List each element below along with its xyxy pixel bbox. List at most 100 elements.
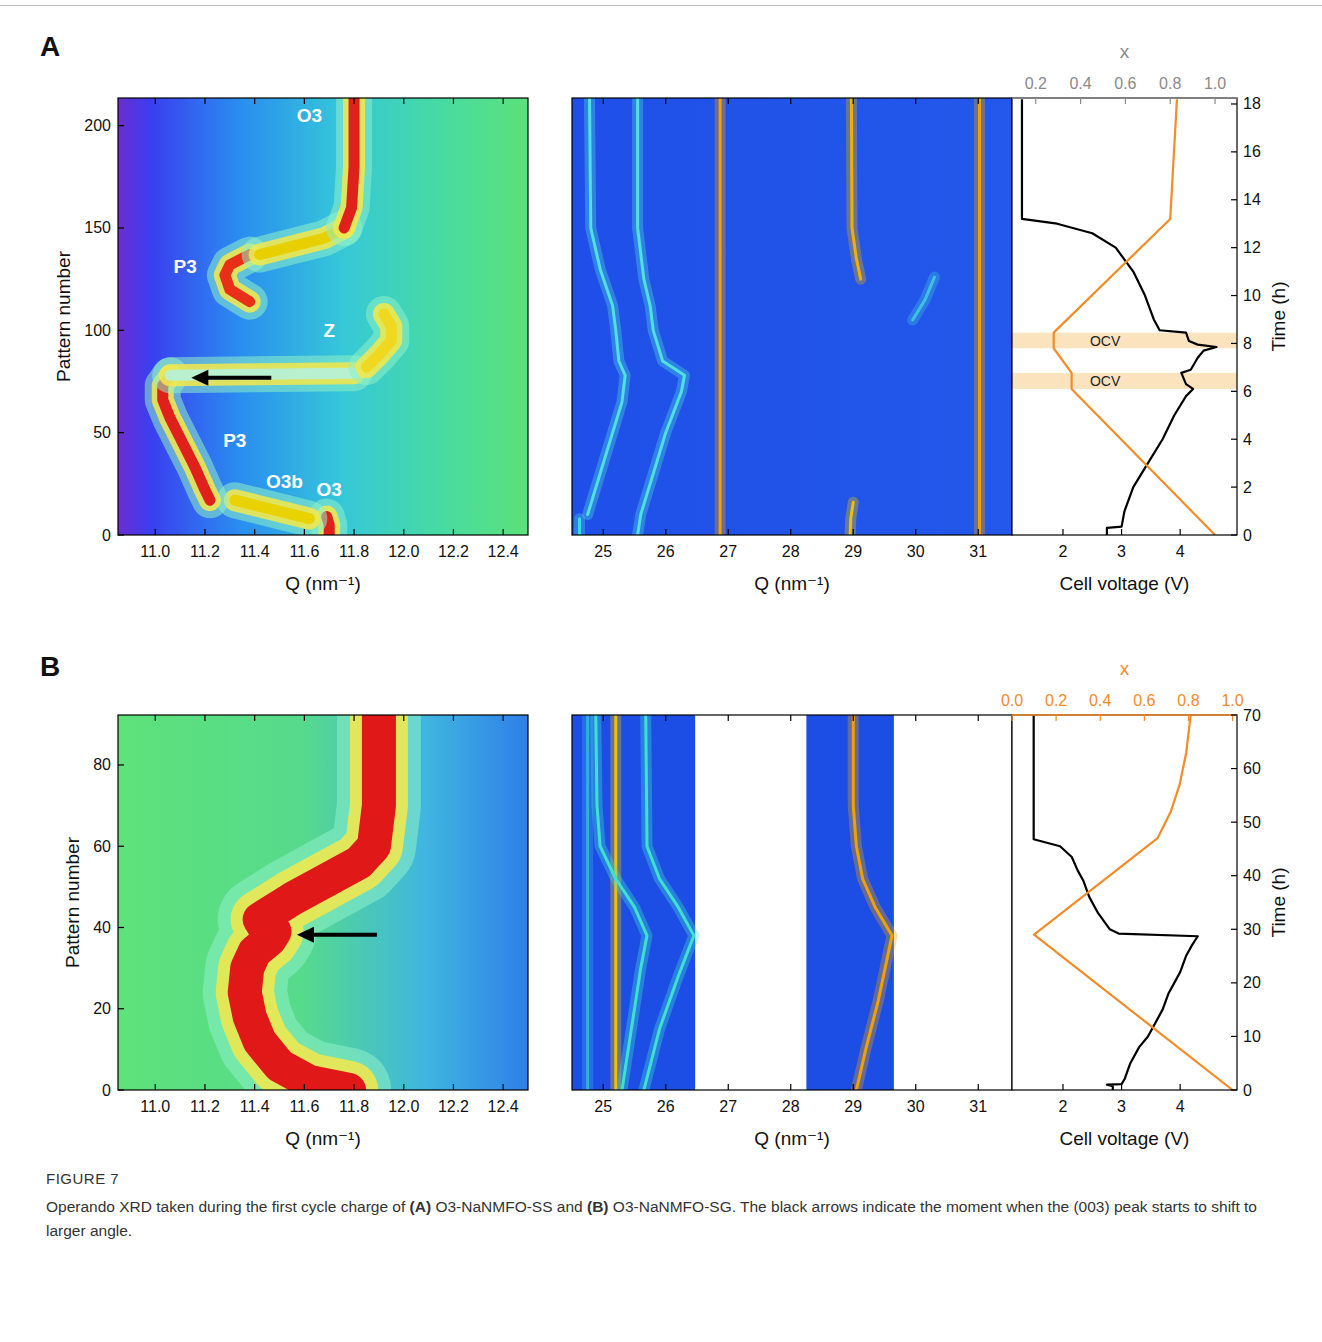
x-tick [453,1084,454,1090]
x-tick-label: 11.8 [339,543,369,560]
peak-glow [851,98,860,279]
caption-label: FIGURE 7 [46,1170,1282,1187]
y-tick [1231,199,1237,200]
phase-label: O3 [297,105,322,126]
x-tick-top [304,98,305,104]
x-tick [155,529,156,535]
caption-text: Operando XRD taken during the first cycl… [46,1195,1282,1243]
x-tick-top [403,98,404,104]
y-tick [118,927,124,928]
y-tick-label: 18 [1243,95,1261,112]
y-tick-label: 40 [93,919,111,936]
y-tick-label: 16 [1243,143,1261,160]
peak-trace [979,98,980,535]
x-tick-top [204,715,205,721]
x-tick-label: 29 [844,1098,862,1115]
y-tick [1231,487,1237,488]
y-tick [1231,714,1237,715]
y-tick-label: 70 [1243,707,1261,724]
y-tick-label: 40 [1243,867,1261,884]
peak-glow [344,98,354,228]
x2-tick [1100,715,1101,721]
y-tick-label: 80 [93,756,111,773]
top-axis-line [1012,97,1237,99]
panel-label: B [40,651,60,682]
x-tick [1062,1084,1063,1090]
y-tick [118,534,124,535]
peak-trace [720,98,721,535]
phase-label: Z [323,320,335,341]
x2-tick [1080,98,1081,104]
x-tick [503,1084,504,1090]
background [572,98,1012,535]
peak-trace [596,715,647,1090]
x-axis-title: Q (nm⁻¹) [285,573,360,594]
y-tick [1231,103,1237,104]
arrow-shaft [311,933,377,937]
y-tick [1231,822,1237,823]
x-tick-top [503,98,504,104]
peak-glow [235,500,310,518]
x-tick-label: 3 [1117,1098,1126,1115]
peak-line [719,98,722,535]
heatmap-panel: 11.011.211.411.611.812.012.212.405010015… [53,98,528,594]
peak-line [235,500,310,518]
x-tick-label: 11.4 [240,1098,270,1115]
y-tick [1231,875,1237,876]
y-tick [1231,295,1237,296]
electrochemistry-panel: 2340.20.40.60.81.0x024681012141618Cell v… [1012,41,1289,594]
frame [1012,98,1237,535]
x-tick-label: 31 [969,1098,987,1115]
x-tick-label: 28 [782,543,800,560]
peak-line [913,277,935,320]
peak-trace [366,314,391,367]
x-tick [665,529,666,535]
x-tick-label: 27 [719,1098,737,1115]
peak-glow [596,715,647,1090]
background [1012,98,1237,535]
x-tick-top [304,715,305,721]
x-tick-label: 4 [1176,543,1185,560]
y-tick-label: 60 [1243,760,1261,777]
plot-area [118,98,528,535]
x2-tick-label: 0.4 [1089,692,1111,709]
x-tick-top [453,98,454,104]
phase-label: P3 [223,430,246,451]
peak-trace [850,502,853,535]
y-tick-label: 12 [1243,239,1261,256]
x-tick-label: 3 [1117,543,1126,560]
x-tick-label: 27 [719,543,737,560]
peak-line [163,375,210,500]
x2-tick [1125,98,1126,104]
background [118,98,528,535]
peak-trace [913,277,935,320]
x-tick [790,529,791,535]
peak-glow [974,98,985,535]
x-tick-label: 11.4 [240,543,270,560]
x-tick-top [728,715,729,721]
x-tick [1062,529,1063,535]
y-axis-title: Time (h) [1268,281,1289,351]
x-tick [254,529,255,535]
peak-glow [850,502,853,535]
heatmap-panel: 25262728293031Q (nm⁻¹) [572,98,1012,594]
y-tick [1231,768,1237,769]
y-tick [1231,1089,1237,1090]
peak-glow [366,314,391,367]
peak-trace [245,715,379,1090]
ocv-label: OCV [1090,373,1121,389]
measured-range [572,715,695,1090]
phase-label: P3 [173,256,196,277]
x-tick [915,529,916,535]
x-tick [254,1084,255,1090]
peak-glow [853,715,892,1090]
x-tick-label: 11.0 [140,1098,170,1115]
x-tick [915,1084,916,1090]
peak-line [245,715,379,1090]
y-tick-label: 0 [102,527,111,544]
background [118,715,528,1090]
x2-tick-label: 0.8 [1159,75,1181,92]
x-axis-title: Q (nm⁻¹) [754,1128,829,1149]
y-axis-title: Pattern number [53,250,74,382]
y-tick [1231,391,1237,392]
